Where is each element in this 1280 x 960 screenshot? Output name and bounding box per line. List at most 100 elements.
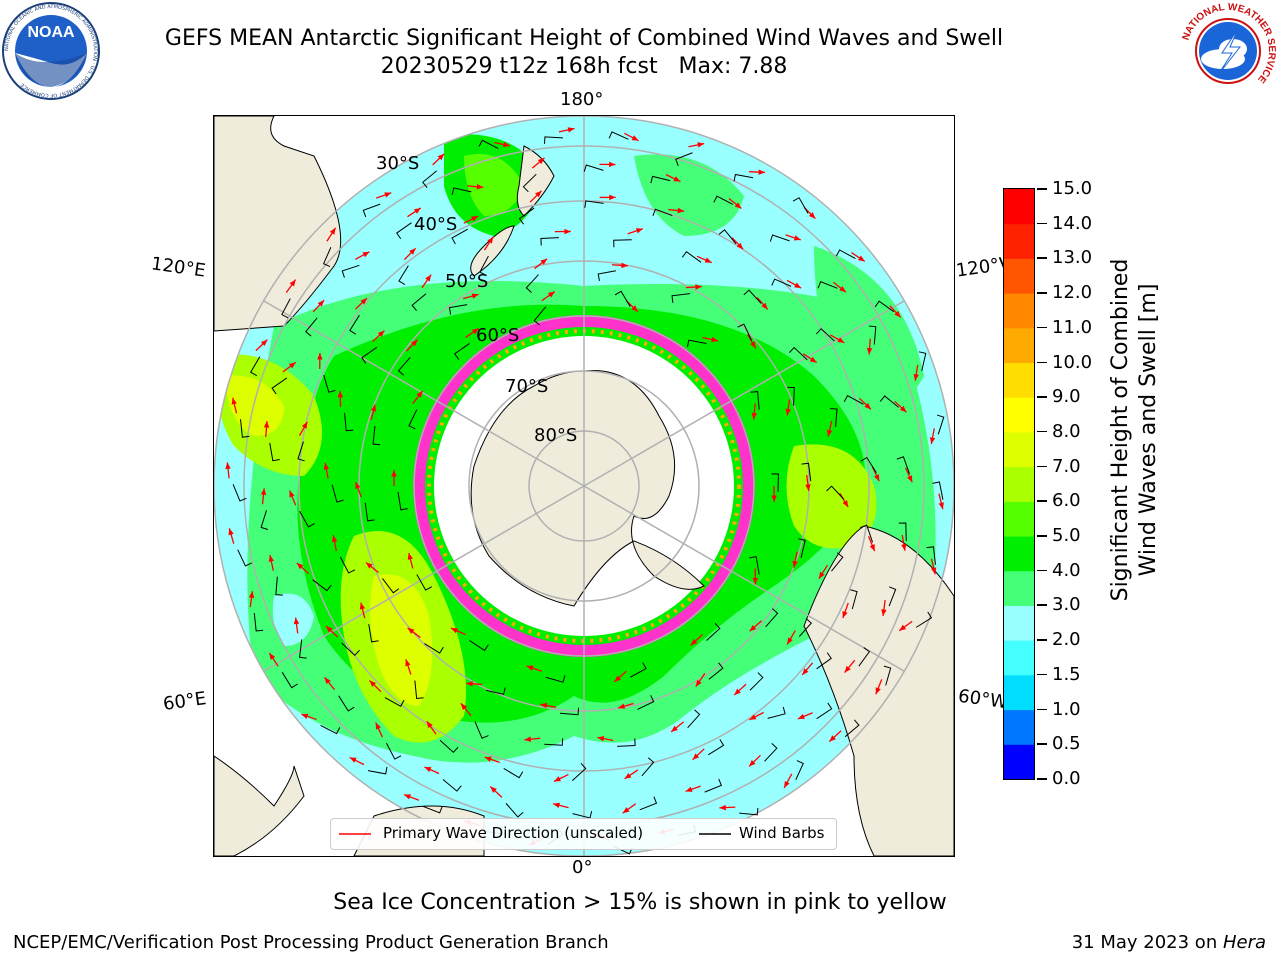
wave-direction-arrowhead [405,659,411,667]
wind-barb [331,484,344,503]
wind-barb [322,247,332,267]
wind-barb [439,739,459,754]
wind-barb [232,484,247,502]
wave-direction-arrowhead [331,535,338,543]
colorbar-tick [1037,500,1047,502]
colorbar-swatch [1004,709,1034,745]
wind-barb [478,139,499,149]
wind-barb [364,502,375,522]
wind-barb [485,687,506,695]
wave-direction-arrowhead [614,675,621,682]
colorbar-swatch [1004,431,1034,468]
wave-direction-arrowhead [567,127,575,133]
wave-direction-arrowhead [618,703,626,709]
wave-direction-arrowhead [537,157,545,165]
nws-logo: NATIONAL WEATHER SERVICE [1180,2,1277,99]
wind-barb [896,456,910,474]
wave-direction-arrowhead [471,216,479,222]
wind-barb [652,208,673,217]
wind-barb [344,412,354,432]
wind-barb [597,270,616,281]
footer-date-text: 31 May 2023 on [1071,932,1223,953]
wave-direction-arrowhead [785,408,791,416]
wave-direction-arrowhead [844,665,851,673]
wave-direction-arrowhead [547,291,555,298]
wave-direction-arrowhead [416,390,423,398]
wind-barb [385,742,402,760]
colorbar-tick-label: 12.0 [1052,282,1093,304]
wave-direction-arrowhead [490,786,497,793]
wind-barb [637,695,655,710]
wave-direction-arrowhead [697,142,705,148]
lon-label-60e: 60°E [161,688,208,715]
wave-direction-arrowhead [263,421,270,428]
colorbar-title: Significant Height of Combined Wind Wave… [1105,190,1165,670]
colorbar-tick [1037,188,1047,190]
wind-barb [926,546,936,565]
wave-direction-arrowhead [808,212,816,219]
wind-barb [469,640,489,652]
wave-direction-arrowhead [842,500,849,508]
colorbar-swatch [1004,189,1034,225]
wave-direction-arrowhead [268,555,274,562]
wind-barb [396,222,412,240]
colorbar-tick [1037,257,1047,259]
colorbar-tick-label: 0.5 [1052,733,1081,755]
wave-direction-arrowhead [269,652,276,660]
wind-barb [341,264,360,278]
wave-direction-arrowhead [736,242,744,250]
lon-label-60w: 60°W [956,685,1009,714]
colorbar [1003,188,1035,780]
colorbar-swatch [1004,397,1034,433]
wind-barb [297,441,305,462]
wind-barb [305,317,318,337]
wave-direction-arrowhead [317,353,323,360]
wave-direction-arrowhead [370,404,377,412]
wave-direction-arrowhead [621,262,628,269]
wave-direction-arrowhead [296,562,304,570]
wind-barb [816,328,835,342]
vector-layer [225,127,945,855]
colorbar-tick-label: 0.0 [1052,768,1081,789]
wind-barb [518,207,535,225]
wind-barb [769,234,790,242]
colorbar-tick [1037,326,1047,329]
wind-barb [572,762,587,781]
wave-direction-arrowhead [552,802,560,808]
colorbar-tick-label: 1.0 [1052,698,1081,720]
wave-direction-arrowhead [413,207,421,214]
wave-direction-arrowhead [526,665,534,671]
wave-direction-arrowhead [425,274,432,282]
wind-barb [474,721,489,739]
lat-label-70s: 70°S [505,376,548,397]
wind-barb [650,175,671,184]
wind-barb [525,274,539,293]
colorbar-title-line2: Wind Waves and Swell [m] [1136,284,1161,577]
wave-direction-arrowhead [690,638,698,646]
wave-direction-arrowhead [929,437,936,445]
wave-direction-arrowhead [289,490,295,498]
colorbar-swatch [1004,258,1034,294]
wind-barb [816,652,832,670]
wind-barb [771,473,779,493]
wave-direction-arrowhead [301,421,308,429]
wave-direction-arrowhead [403,794,411,800]
wave-direction-arrowhead [365,562,373,569]
wind-barb [932,481,944,500]
wave-direction-arrowhead [450,628,458,634]
colorbar-title-line1: Significant Height of Combined [1108,259,1133,602]
colorbar-tick [1037,604,1047,606]
wave-direction-arrowhead [426,721,433,729]
wind-barb [844,719,860,738]
colorbar-tick [1037,361,1047,364]
colorbar-tick-label: 1.5 [1052,663,1081,685]
wind-barb [675,152,693,166]
wind-barb [250,356,261,377]
wind-barb [749,672,764,691]
colorbar-tick-label: 11.0 [1052,316,1093,338]
map-legend: Primary Wave Direction (unscaled) Wind B… [330,818,837,850]
colorbar-tick-label: 2.0 [1052,629,1081,651]
wave-direction-arrowhead [609,161,616,168]
wind-barb [339,556,356,574]
wave-direction-arrowhead [540,702,548,709]
